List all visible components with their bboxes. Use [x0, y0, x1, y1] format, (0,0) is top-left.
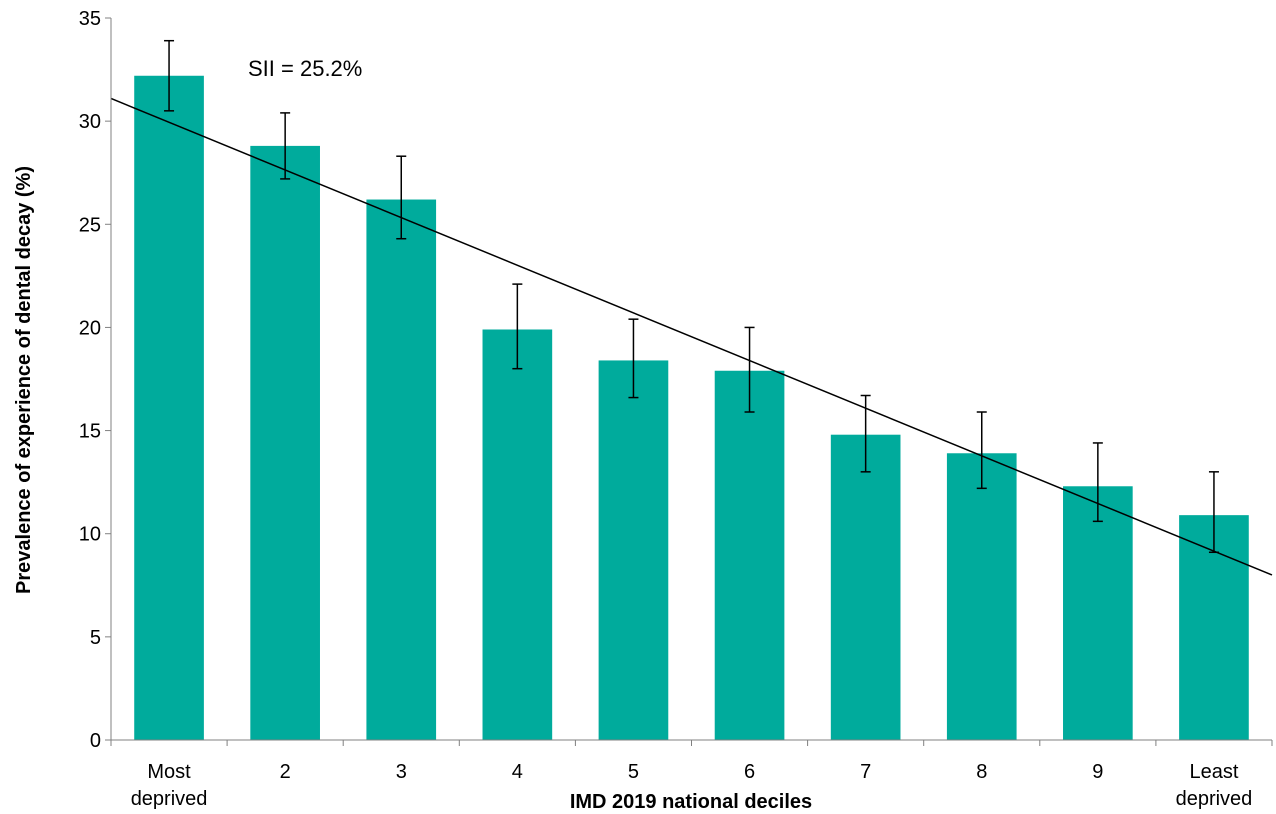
error-bar-2	[280, 112, 291, 180]
x-tick-label: 5	[628, 761, 639, 783]
x-tick-label: deprived	[131, 788, 208, 810]
bar-4	[482, 329, 553, 740]
x-axis-title: IMD 2019 national deciles	[570, 791, 812, 813]
x-ticks-group: Most deprived 2 3 4 5 6 7 8 9 Least deprived	[110, 740, 1273, 810]
y-axis-title: Prevalence of experience of dental decay…	[13, 166, 35, 594]
bar-9	[1063, 486, 1133, 740]
x-tick-label: 6	[744, 761, 755, 783]
y-tick-label: 20	[79, 317, 101, 339]
x-tick-label: 2	[280, 761, 291, 783]
x-tick-label: Least	[1189, 761, 1238, 783]
error-bar-9	[1092, 442, 1103, 523]
x-tick-label: 4	[512, 761, 523, 783]
y-tick-label: 0	[90, 730, 101, 752]
error-bar-3	[396, 155, 407, 240]
sii-annotation: SII = 25.2%	[248, 56, 362, 81]
y-tick-label: 30	[79, 111, 101, 133]
error-bar-6	[744, 326, 755, 413]
bar-2	[250, 145, 320, 740]
x-tick-label: Most	[147, 761, 191, 783]
x-tick-label: deprived	[1176, 788, 1253, 810]
bars-group	[134, 75, 1249, 740]
bar-1	[134, 75, 204, 740]
trendline	[110, 97, 1273, 576]
bar-5	[598, 360, 669, 740]
error-bars-group	[164, 39, 1219, 554]
y-ticks-group: 0 5 10 15 20 25 30 35	[79, 8, 111, 752]
y-tick-label: 15	[79, 421, 101, 443]
x-tick-label: 7	[860, 761, 871, 783]
error-bar-4	[512, 283, 523, 370]
bar-7	[830, 434, 901, 740]
bar-3	[366, 199, 437, 740]
error-bar-5	[628, 318, 639, 399]
y-tick-label: 5	[90, 627, 101, 649]
y-tick-label: 25	[79, 214, 101, 236]
y-tick-label: 10	[79, 524, 101, 546]
x-tick-label: 9	[1092, 761, 1103, 783]
error-bar-8	[976, 411, 987, 490]
x-tick-label: 3	[396, 761, 407, 783]
error-bar-1	[164, 39, 175, 112]
bar-8	[946, 453, 1017, 740]
x-tick-label: 8	[976, 761, 987, 783]
y-tick-label: 35	[79, 8, 101, 30]
bar-6	[714, 370, 785, 740]
